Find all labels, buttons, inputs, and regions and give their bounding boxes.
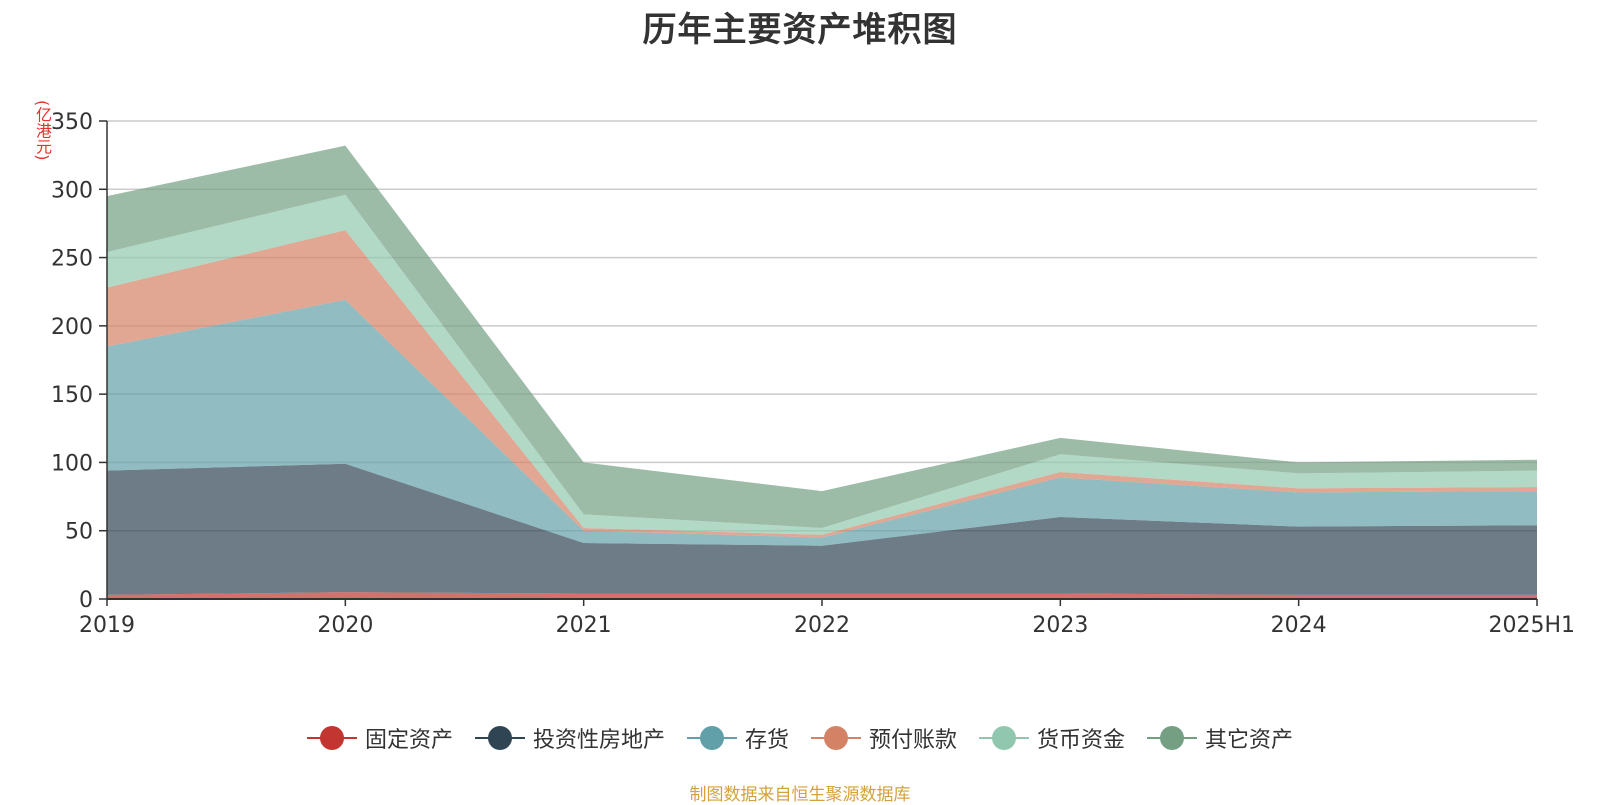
area-series: [107, 230, 1537, 538]
area-series: [107, 145, 1537, 528]
x-tick-label: 2025H1: [1488, 613, 1575, 638]
area-series: [107, 194, 1537, 535]
y-tick-label: 250: [51, 247, 93, 272]
legend-marker-icon: [306, 726, 357, 750]
legend-label: 固定资产: [364, 728, 453, 753]
chart-title: 历年主要资产堆积图: [642, 10, 958, 50]
legend-marker-icon: [811, 726, 861, 750]
legend-item[interactable]: 其它资产: [1147, 722, 1293, 754]
y-tick-label: 300: [51, 178, 93, 203]
legend-item[interactable]: 固定资产: [306, 722, 453, 754]
y-tick-label: 100: [51, 451, 93, 476]
y-tick-label: 350: [51, 110, 93, 135]
source-note: 制图数据来自恒生聚源数据库: [689, 785, 911, 805]
legend: 固定资产 投资性房地产 存货 预付账款 货币资金 其它资产: [0, 718, 1600, 758]
legend-item[interactable]: 货币资金: [979, 722, 1125, 754]
legend-marker-icon: [474, 726, 525, 750]
legend-marker-icon: [979, 726, 1030, 750]
area-series: [107, 592, 1537, 599]
x-tick-label: 2024: [1271, 613, 1327, 638]
y-tick-label: 50: [65, 520, 93, 545]
y-tick-label: 0: [79, 588, 93, 613]
legend-label: 其它资产: [1205, 728, 1294, 753]
legend-label: 预付账款: [869, 728, 958, 753]
x-tick-label: 2019: [79, 613, 135, 638]
x-tick-label: 2021: [556, 613, 612, 638]
y-tick-label: 200: [51, 315, 93, 340]
y-axis-unit: (亿港元): [33, 100, 52, 161]
legend-label: 货币资金: [1037, 728, 1126, 753]
x-tick-label: 2023: [1032, 613, 1088, 638]
area-series: [107, 299, 1537, 546]
area-series: [107, 463, 1537, 595]
x-tick-label: 2020: [317, 613, 373, 638]
legend-item[interactable]: 投资性房地产: [474, 722, 665, 754]
legend-label: 投资性房地产: [532, 728, 665, 753]
x-tick-label: 2022: [794, 613, 850, 638]
legend-marker-icon: [1147, 726, 1198, 750]
y-tick-label: 150: [51, 383, 93, 408]
legend-label: 存货: [744, 728, 789, 753]
legend-marker-icon: [686, 726, 737, 750]
legend-item[interactable]: 存货: [686, 722, 789, 754]
legend-item[interactable]: 预付账款: [811, 722, 957, 754]
